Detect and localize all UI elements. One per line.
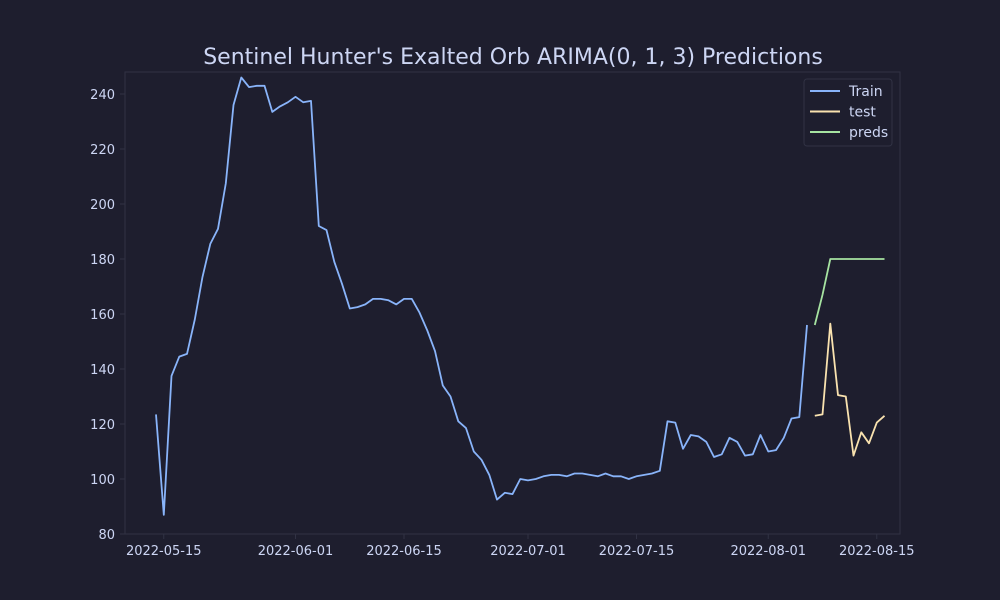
plot-area-frame — [124, 71, 901, 535]
y-tick-label: 80 — [98, 528, 115, 543]
legend-label-test: test — [849, 105, 876, 121]
x-axis: 2022-05-15 2022-06-01 2022-06-15 2022-07-01… — [126, 534, 915, 559]
y-tick-label: 160 — [90, 308, 115, 323]
y-tick-label: 140 — [90, 363, 115, 378]
x-tick-label: 2022-05-15 — [126, 544, 202, 559]
series-line-train — [155, 76, 808, 516]
y-tick-label: 180 — [90, 253, 115, 268]
legend-label-preds: preds — [849, 125, 888, 141]
y-tick-label: 100 — [90, 473, 115, 488]
chart-title: Sentinel Hunter's Exalted Orb ARIMA(0, 1… — [203, 45, 823, 70]
series-layer — [155, 76, 886, 516]
series-line-preds — [813, 258, 885, 326]
legend-label-train: Train — [848, 84, 883, 100]
x-tick-label: 2022-06-15 — [366, 544, 442, 559]
x-tick-label: 2022-08-15 — [839, 544, 915, 559]
x-tick-label: 2022-08-01 — [730, 544, 806, 559]
y-tick-label: 200 — [90, 198, 115, 213]
legend: Train test preds — [803, 78, 893, 147]
legend-box — [803, 78, 893, 147]
y-axis: 80 100 120 140 160 180 200 220 240 — [90, 88, 125, 543]
x-tick-label: 2022-07-01 — [490, 544, 566, 559]
x-tick-label: 2022-06-01 — [258, 544, 334, 559]
series-line-test — [814, 322, 886, 457]
y-tick-label: 240 — [90, 88, 115, 103]
y-tick-label: 120 — [90, 418, 115, 433]
y-tick-label: 220 — [90, 143, 115, 158]
x-tick-label: 2022-07-15 — [599, 544, 675, 559]
